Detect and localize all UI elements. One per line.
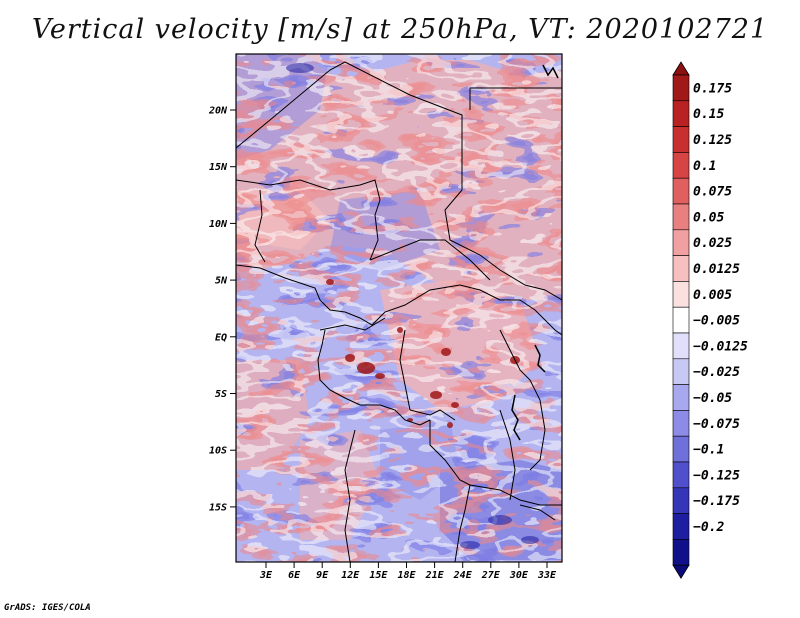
lon-tick-label: 24E [453, 570, 473, 581]
country-boundaries [236, 61, 562, 562]
colorbar-segment [672, 461, 690, 489]
colorbar-segment [672, 358, 690, 385]
colorbar-label: −0.1 [693, 443, 724, 458]
colorbar-segment [672, 513, 690, 540]
colorbar-bottom-arrow [672, 564, 690, 579]
colorbar-segment [672, 539, 690, 566]
lon-tick-label: 33E [537, 570, 557, 581]
colorbar-segment [672, 332, 690, 360]
colorbar-top-arrow [672, 61, 690, 76]
lat-tick-label: 10S [209, 446, 227, 457]
longitude-axis: 3E 6E 9E 12E 15E 18E 21E 24E 27E 30E 33E [259, 562, 557, 581]
colorbar-label: 0.1 [693, 159, 716, 174]
colorbar-segment [672, 487, 690, 514]
colorbar-label: 0.125 [693, 133, 732, 148]
lon-tick-label: 12E [341, 570, 360, 581]
lat-tick-label: 10N [209, 219, 228, 230]
colorbar-segment [672, 281, 690, 308]
colorbar-segment [672, 384, 690, 411]
colorbar-label: 0.075 [693, 185, 732, 200]
lat-tick-label: 15S [209, 502, 227, 513]
colorbar-label: −0.025 [693, 365, 740, 380]
latitude-axis: 20N 15N 10N 5N EQ 5S 10S 15S [208, 106, 236, 513]
chart-title: Vertical velocity [m/s] at 250hPa, VT: 2… [31, 14, 769, 45]
colorbar-segment [672, 100, 690, 127]
lon-tick-label: 9E [316, 570, 329, 581]
lon-tick-label: 6E [288, 570, 301, 581]
colorbar-label: −0.075 [693, 417, 740, 432]
vertical-velocity-field [236, 54, 562, 562]
colorbar-segment [672, 255, 690, 282]
lon-tick-label: 15E [369, 570, 388, 581]
colorbar-label: 0.025 [693, 236, 732, 251]
colorbar-segment [672, 126, 690, 153]
lat-tick-label: 5N [215, 276, 228, 287]
colorbar-segment [672, 306, 690, 334]
colorbar-label: −0.125 [693, 468, 740, 483]
colorbar-label: −0.175 [693, 494, 740, 509]
colorbar-segment [672, 435, 690, 463]
footer-credit: GrADS: IGES/COLA [4, 603, 91, 613]
lon-tick-label: 18E [397, 570, 416, 581]
colorbar-segment [672, 229, 690, 256]
colorbar-segment [672, 410, 690, 437]
lon-tick-label: 3E [259, 570, 273, 581]
colorbar-segment [672, 177, 690, 205]
lon-tick-label: 30E [509, 570, 529, 581]
lat-tick-label: EQ [215, 332, 227, 343]
lat-tick-label: 5S [215, 389, 227, 400]
colorbar-label: 0.05 [693, 210, 724, 225]
colorbar-label: 0.0125 [693, 262, 740, 277]
lat-tick-label: 15N [209, 162, 228, 173]
colorbar-label: −0.005 [693, 314, 740, 329]
map-frame [235, 53, 563, 563]
colorbar-segment [672, 74, 690, 102]
colorbar-label: 0.15 [693, 107, 724, 122]
colorbar: 0.175 0.15 0.125 0.1 0.075 0.05 0.025 0.0125 0.0… [672, 61, 748, 579]
lat-tick-label: 20N [208, 106, 228, 117]
colorbar-label: 0.005 [693, 288, 732, 303]
colorbar-segment [672, 203, 690, 231]
colorbar-segment [672, 152, 690, 179]
colorbar-label: 0.175 [693, 81, 732, 96]
colorbar-label: −0.05 [693, 391, 732, 406]
colorbar-label: −0.0125 [693, 339, 748, 354]
lon-tick-label: 21E [425, 570, 445, 581]
lon-tick-label: 27E [481, 570, 501, 581]
colorbar-label: −0.2 [693, 520, 724, 535]
